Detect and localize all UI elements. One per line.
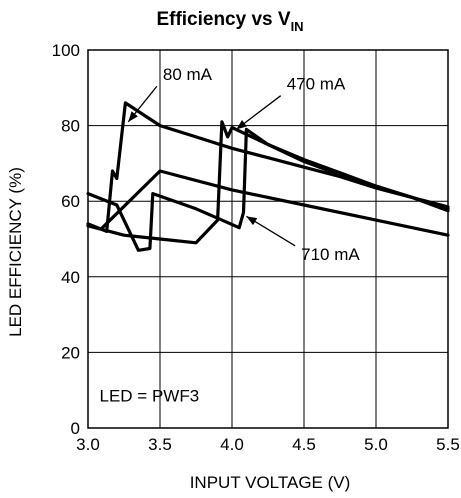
x-tick-label: 4.0 (220, 435, 244, 454)
annotation-label: LED = PWF3 (100, 387, 200, 406)
y-tick-label: 80 (61, 117, 80, 136)
grid (88, 50, 448, 428)
y-tick-label: 60 (61, 192, 80, 211)
series-line-3 (100, 169, 450, 237)
x-tick-labels: 3.0 3.5 4.0 4.5 5.0 5.5 (76, 435, 460, 454)
x-axis-label: INPUT VOLTAGE (V) (190, 473, 351, 492)
y-axis-label: LED EFFICIENCY (%) (6, 167, 25, 337)
annotation-label: 80 mA (163, 65, 213, 84)
x-tick-label: 5.5 (436, 435, 460, 454)
chart-title: Efficiency vs VIN (156, 9, 303, 34)
y-tick-labels: 0 20 40 60 80 100 (52, 41, 80, 438)
plot-frame (87, 49, 449, 429)
annotation-label: 470 mA (287, 75, 346, 94)
y-tick-label: 40 (61, 268, 80, 287)
annotation-arrowhead (236, 119, 247, 130)
annotation-label: 710 mA (301, 245, 360, 264)
x-tick-label: 5.0 (364, 435, 388, 454)
series-line-2 (86, 127, 450, 252)
annotation-layer: 80 mA 470 mA 710 mA LED = PWF3 (100, 65, 361, 405)
x-tick-label: 3.5 (148, 435, 172, 454)
y-tick-label: 0 (71, 419, 80, 438)
y-tick-label: 100 (52, 41, 80, 60)
y-tick-label: 20 (61, 343, 80, 362)
annotation-arrowhead (128, 111, 138, 122)
x-tick-label: 3.0 (76, 435, 100, 454)
annotation-arrowhead (246, 216, 258, 226)
x-tick-label: 4.5 (292, 435, 316, 454)
series-line-0 (86, 101, 450, 233)
series-layer (86, 101, 450, 252)
